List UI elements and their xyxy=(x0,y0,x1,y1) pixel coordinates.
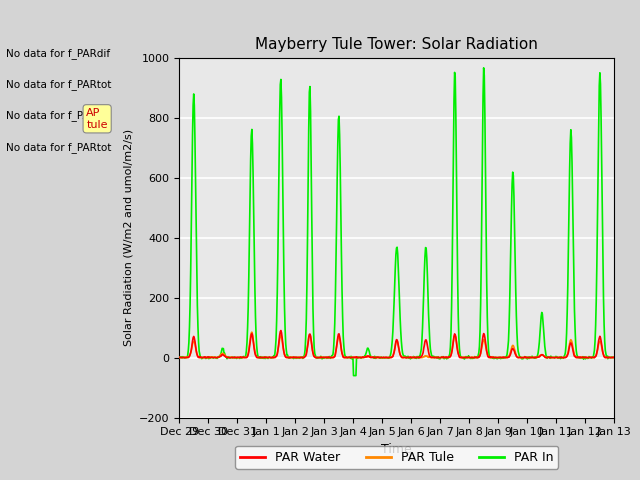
Text: No data for f_PARdif: No data for f_PARdif xyxy=(6,110,111,121)
Text: No data for f_PARdif: No data for f_PARdif xyxy=(6,48,111,59)
Text: No data for f_PARtot: No data for f_PARtot xyxy=(6,142,112,153)
X-axis label: Time: Time xyxy=(381,443,412,456)
Title: Mayberry Tule Tower: Solar Radiation: Mayberry Tule Tower: Solar Radiation xyxy=(255,37,538,52)
Text: No data for f_PARtot: No data for f_PARtot xyxy=(6,79,112,90)
Text: AP
tule: AP tule xyxy=(86,108,108,130)
Y-axis label: Solar Radiation (W/m2 and umol/m2/s): Solar Radiation (W/m2 and umol/m2/s) xyxy=(124,129,133,346)
Legend: PAR Water, PAR Tule, PAR In: PAR Water, PAR Tule, PAR In xyxy=(236,446,558,469)
